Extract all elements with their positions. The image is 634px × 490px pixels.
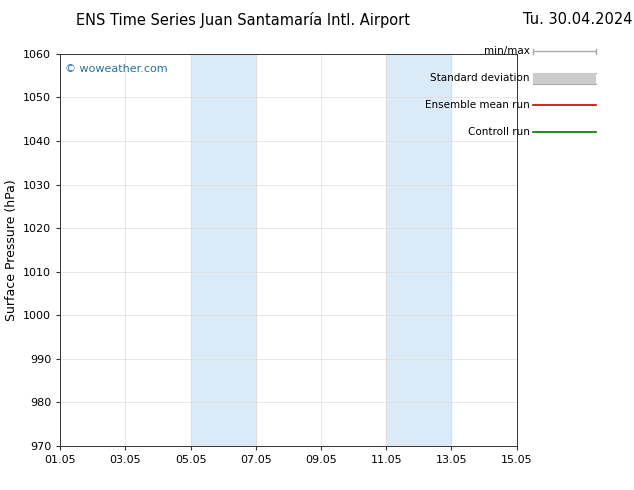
Text: Tu. 30.04.2024 11 UTC: Tu. 30.04.2024 11 UTC: [523, 12, 634, 27]
Text: Standard deviation: Standard deviation: [430, 74, 529, 83]
Y-axis label: Surface Pressure (hPa): Surface Pressure (hPa): [4, 179, 18, 321]
Text: Ensemble mean run: Ensemble mean run: [425, 100, 529, 110]
Bar: [191, 54, 256, 446]
Bar: [386, 54, 451, 446]
Text: ENS Time Series Juan Santamaría Intl. Airport: ENS Time Series Juan Santamaría Intl. Ai…: [76, 12, 410, 28]
Text: © woweather.com: © woweather.com: [65, 64, 167, 74]
Text: min/max: min/max: [484, 47, 529, 56]
Text: Controll run: Controll run: [467, 127, 529, 137]
